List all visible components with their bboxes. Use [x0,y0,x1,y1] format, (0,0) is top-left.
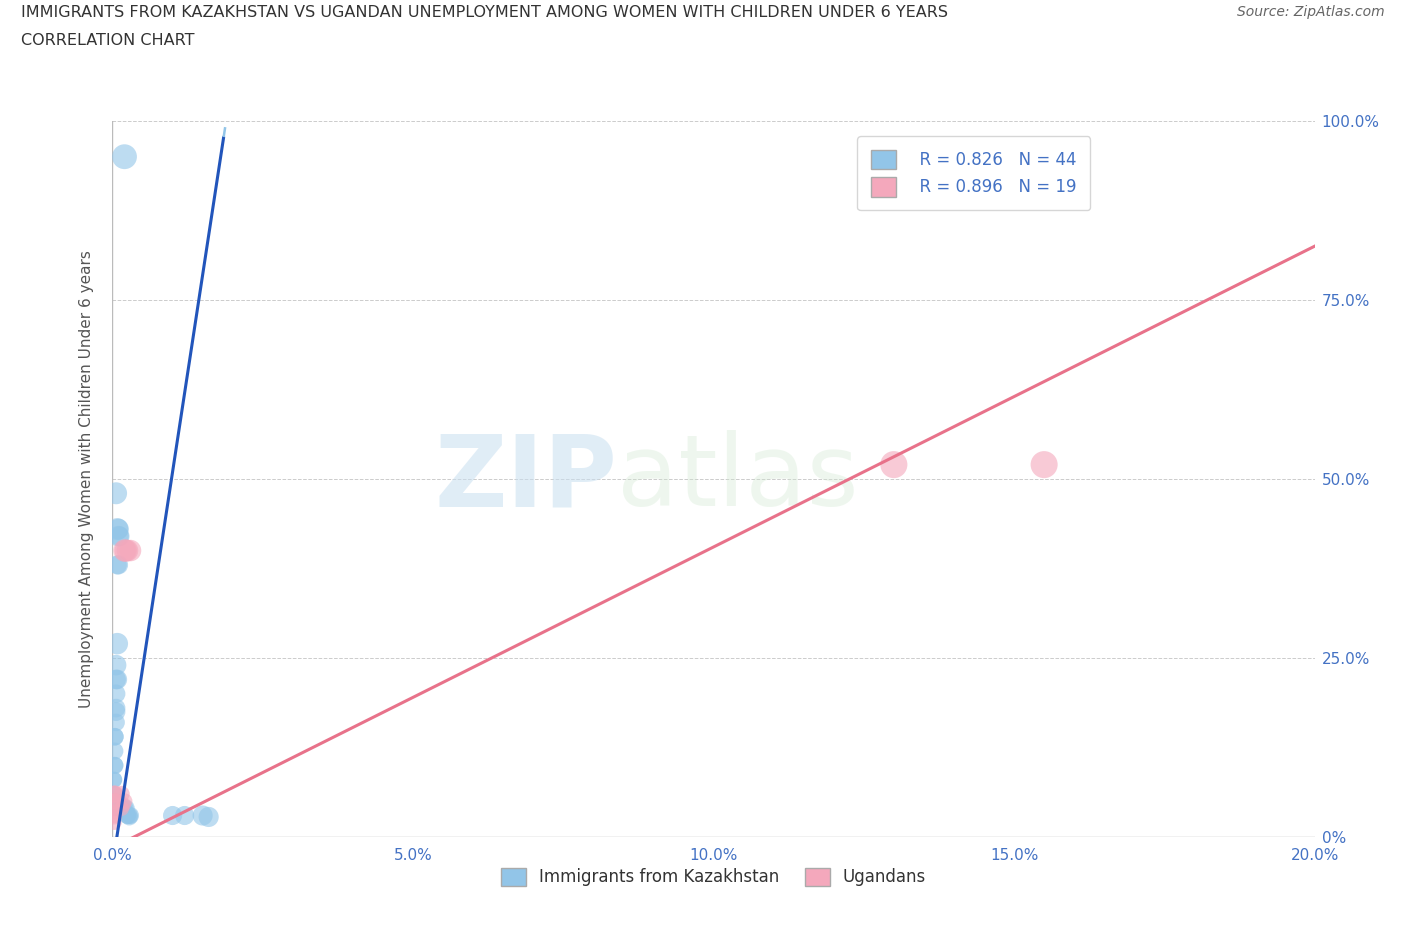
Point [107,529,129,544]
Point [103,816,125,830]
Point [103,772,125,787]
Point [117,808,139,823]
Point [103,787,125,802]
Point [103,801,125,816]
Point [105,672,128,687]
Point [110,801,132,816]
Point [120,543,142,558]
Point [103,809,125,824]
Point [103,808,125,823]
Point [103,794,125,809]
Point [105,522,128,537]
Point [105,704,128,719]
Point [117,543,139,558]
Point [105,658,128,672]
Point [114,801,136,816]
Point [114,543,136,558]
Point [105,557,128,572]
Point [105,700,128,715]
Point [105,672,128,687]
Point [118,808,141,823]
Legend: Immigrants from Kazakhstan, Ugandans: Immigrants from Kazakhstan, Ugandans [495,861,932,893]
Point [104,729,127,744]
Point [112,797,135,812]
Point [105,686,128,701]
Text: ZIP: ZIP [434,431,617,527]
Point [104,744,127,759]
Point [105,485,128,500]
Point [1033,458,1056,472]
Point [107,557,129,572]
Point [114,801,136,816]
Point [103,801,125,816]
Point [191,808,214,823]
Point [117,808,139,823]
Point [162,808,184,823]
Point [118,809,141,824]
Point [197,809,219,824]
Point [108,529,131,544]
Point [110,787,132,802]
Point [110,801,132,816]
Point [120,808,142,823]
Point [105,636,128,651]
Text: atlas: atlas [617,431,859,527]
Point [103,787,125,802]
Point [104,758,127,773]
Point [105,715,128,730]
Point [104,794,127,809]
Point [103,772,125,787]
Point [104,787,127,802]
Point [114,543,136,558]
Text: IMMIGRANTS FROM KAZAKHSTAN VS UGANDAN UNEMPLOYMENT AMONG WOMEN WITH CHILDREN UND: IMMIGRANTS FROM KAZAKHSTAN VS UGANDAN UN… [21,5,948,20]
Y-axis label: Unemployment Among Women with Children Under 6 years: Unemployment Among Women with Children U… [79,250,94,708]
Point [103,794,125,809]
Point [883,458,905,472]
Point [104,729,127,744]
Point [114,150,136,165]
Point [173,808,195,823]
Point [114,794,136,809]
Point [103,787,125,802]
Point [103,801,125,816]
Point [103,794,125,809]
Text: CORRELATION CHART: CORRELATION CHART [21,33,194,47]
Point [107,522,129,537]
Point [114,804,136,819]
Point [104,758,127,773]
Point [104,794,127,809]
Point [112,801,135,816]
Text: Source: ZipAtlas.com: Source: ZipAtlas.com [1237,5,1385,19]
Point [103,804,125,819]
